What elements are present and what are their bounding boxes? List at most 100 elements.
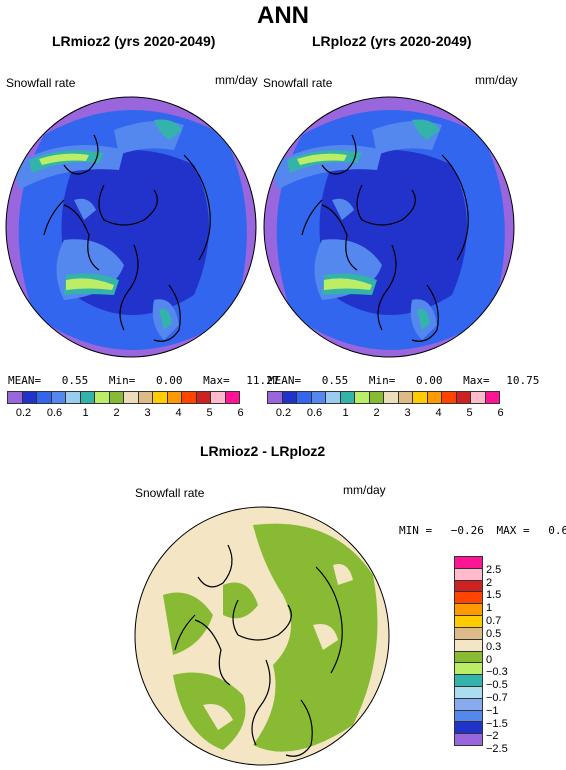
variable-label-right: Snowfall rate [263, 76, 333, 90]
colorbar-tick-label: 0.6 [306, 407, 323, 419]
stats-row-left: MEAN= 0.55 Min= 0.00 Max= 11.27 [8, 374, 279, 387]
max-label: Max= [203, 374, 230, 387]
max-value: 11.27 [246, 374, 280, 387]
colorbar-swatch [383, 391, 399, 404]
colorbar-swatch [267, 391, 283, 404]
diff-max-value: 0.61 [548, 524, 566, 537]
colorbar-tick-label: 0.2 [275, 407, 292, 419]
mean-label: MEAN= [8, 374, 42, 387]
min-label: Min= [368, 374, 396, 387]
colorbar-tick-label: 4 [175, 407, 182, 419]
colorbar-swatch [108, 391, 124, 404]
colorbar-swatch [7, 391, 23, 404]
page-title: ANN [257, 2, 309, 29]
polar-map-right [263, 96, 515, 358]
colorbar-tick-label: 2.5 [486, 563, 502, 576]
units-label-right: mm/day [475, 73, 518, 87]
polar-map-difference [134, 506, 390, 766]
mean-value: 0.55 [321, 374, 349, 387]
colorbar-tick-label: 0.2 [15, 407, 32, 419]
colorbar-tick-label: 1.5 [486, 589, 502, 602]
colorbar-tick-label: −1.5 [486, 717, 508, 730]
colorbar-swatch [65, 391, 81, 404]
colorbar-swatch [50, 391, 66, 404]
mean-label: MEAN= [268, 374, 302, 387]
colorbar-swatch [166, 391, 182, 404]
colorbar-right [267, 391, 516, 404]
variable-label-left: Snowfall rate [6, 76, 76, 90]
colorbar-swatch [181, 391, 197, 404]
colorbar-swatch [94, 391, 110, 404]
colorbar-left [7, 391, 256, 404]
colorbar-difference-ticks: 2.5 2 1.5 1 0.7 0.5 0.3 0 −0.3 −0.5 −0.7 −1 −1.5 −2 −2… [486, 557, 526, 762]
colorbar-swatch [79, 391, 95, 404]
colorbar-swatch [152, 391, 168, 404]
colorbar-swatch [36, 391, 52, 404]
diff-panel-title: LRmioz2 - LRploz2 [200, 443, 326, 459]
diff-min-label: MIN = [399, 524, 433, 537]
colorbar-swatch [470, 391, 486, 404]
colorbar-tick-label: 1 [486, 602, 493, 615]
colorbar-swatch [441, 391, 457, 404]
colorbar-swatch [397, 391, 413, 404]
colorbar-ticks-right: 0.2 0.6 1 2 3 4 5 6 [268, 407, 516, 421]
colorbar-swatch [368, 391, 384, 404]
colorbar-swatch [310, 391, 326, 404]
colorbar-swatch [426, 391, 442, 404]
colorbar-swatch [195, 391, 211, 404]
mean-value: 0.55 [61, 374, 89, 387]
colorbar-swatch [123, 391, 139, 404]
max-label: Max= [463, 374, 490, 387]
colorbar-tick-label: 4 [435, 407, 442, 419]
colorbar-swatch [224, 391, 240, 404]
min-value: 0.00 [416, 374, 443, 387]
colorbar-tick-label: 1 [342, 407, 349, 419]
colorbar-tick-label: −0.3 [486, 666, 508, 679]
colorbar-swatch [325, 391, 341, 404]
colorbar-ticks-left: 0.2 0.6 1 2 3 4 5 6 [8, 407, 256, 421]
colorbar-tick-label: 3 [404, 407, 411, 419]
colorbar-swatch [339, 391, 355, 404]
colorbar-tick-label: 0.6 [46, 407, 63, 419]
colorbar-swatch [484, 391, 500, 404]
colorbar-tick-label: 5 [206, 407, 213, 419]
colorbar-swatch [21, 391, 37, 404]
colorbar-tick-label: −0.7 [486, 691, 508, 704]
diff-units-label: mm/day [343, 483, 386, 497]
stats-row-right: MEAN= 0.55 Min= 0.00 Max= 10.75 [268, 374, 539, 387]
diff-min-value: −0.26 [450, 524, 484, 537]
colorbar-swatch [354, 391, 370, 404]
colorbar-tick-label: −0.5 [486, 679, 508, 692]
units-label-left: mm/day [215, 73, 258, 87]
colorbar-tick-label: −2.5 [486, 743, 508, 756]
max-value: 10.75 [506, 374, 540, 387]
colorbar-swatch [210, 391, 226, 404]
colorbar-tick-label: 0.5 [486, 627, 502, 640]
polar-map-left [5, 96, 257, 358]
colorbar-tick-label: 3 [144, 407, 151, 419]
colorbar-swatch [137, 391, 153, 404]
colorbar-tick-label: −1 [486, 704, 499, 717]
diff-variable-label: Snowfall rate [135, 486, 205, 500]
diff-stats: MIN = −0.26 MAX = 0.61 [399, 524, 566, 537]
min-value: 0.00 [156, 374, 183, 387]
colorbar-tick-label: 2 [373, 407, 380, 419]
colorbar-swatch [281, 391, 297, 404]
colorbar-tick-label: 2 [486, 576, 493, 589]
colorbar-tick-label: 6 [497, 407, 504, 419]
min-label: Min= [108, 374, 136, 387]
colorbar-tick-label: 0.3 [486, 640, 502, 653]
panel-title-left: LRmioz2 (yrs 2020-2049) [52, 33, 216, 49]
colorbar-tick-label: 2 [113, 407, 120, 419]
diff-max-label: MAX = [496, 524, 530, 537]
colorbar-swatch [296, 391, 312, 404]
colorbar-difference [454, 556, 483, 762]
colorbar-tick-label: 5 [466, 407, 473, 419]
panel-title-right: LRploz2 (yrs 2020-2049) [312, 33, 472, 49]
colorbar-swatch [454, 733, 483, 746]
colorbar-tick-label: −2 [486, 730, 499, 743]
colorbar-swatch [455, 391, 471, 404]
colorbar-tick-label: 6 [237, 407, 244, 419]
colorbar-tick-label: 0 [486, 653, 493, 666]
colorbar-swatch [412, 391, 428, 404]
